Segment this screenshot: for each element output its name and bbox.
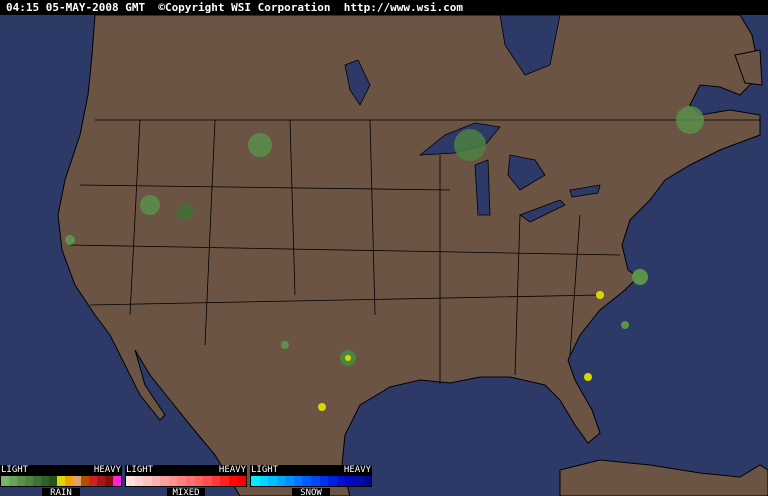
legend-name: RAIN	[42, 488, 80, 496]
legend-swatch	[89, 476, 97, 486]
legend-swatch	[345, 476, 354, 486]
north-america-map	[57, 15, 768, 496]
legend-swatch	[285, 476, 294, 486]
legend-swatch	[168, 476, 178, 486]
legend-swatch	[319, 476, 329, 486]
legend-swatch	[194, 476, 204, 486]
legend-light-label: LIGHT	[251, 465, 279, 475]
legend-mixed: LIGHT HEAVY MIXED	[125, 465, 247, 496]
legend-swatch	[220, 476, 229, 486]
legend-swatch	[41, 476, 49, 486]
legend-name: SNOW	[292, 488, 330, 496]
radar-echoes	[65, 106, 704, 411]
timestamp-copyright-banner: 04:15 05-MAY-2008 GMT ©Copyright WSI Cor…	[0, 0, 768, 15]
legend-swatch	[362, 476, 372, 486]
legend-swatch	[17, 476, 25, 486]
legend-name: MIXED	[167, 488, 205, 496]
newfoundland-island	[734, 49, 763, 86]
legend-swatch	[73, 476, 81, 486]
legend-swatch	[113, 476, 121, 486]
legend-color-bar	[125, 475, 247, 487]
legend-heavy-label: HEAVY	[343, 465, 371, 475]
legend-swatch	[336, 476, 346, 486]
legend-swatch	[97, 476, 105, 486]
legend-swatch	[228, 476, 238, 486]
lake-huron	[507, 154, 546, 191]
legend-color-bar	[0, 475, 122, 487]
legend-swatch	[134, 476, 144, 486]
hudson-bay-arm	[499, 15, 561, 76]
lake-ontario	[569, 184, 601, 198]
legend-swatch	[151, 476, 161, 486]
legend-swatch	[33, 476, 41, 486]
legend-swatch	[143, 476, 152, 486]
cuba-island	[559, 459, 768, 496]
legend-light-label: LIGHT	[1, 465, 29, 475]
legend-swatch	[276, 476, 286, 486]
legend-swatch	[353, 476, 363, 486]
legend-swatch	[328, 476, 337, 486]
legend-swatch	[9, 476, 17, 486]
legend-swatch	[25, 476, 33, 486]
legend-heavy-label: HEAVY	[218, 465, 246, 475]
lake-michigan	[474, 159, 491, 216]
legend-swatch	[186, 476, 195, 486]
legend-swatch	[57, 476, 65, 486]
legend-swatch	[203, 476, 212, 486]
state-borders	[69, 119, 760, 385]
legend-swatch	[211, 476, 221, 486]
legend-color-bar	[250, 475, 372, 487]
legend-swatch	[237, 476, 247, 486]
legend-swatch	[49, 476, 57, 486]
legend-snow: LIGHT HEAVY SNOW	[250, 465, 372, 496]
legend-swatch	[259, 476, 269, 486]
legend-swatch	[65, 476, 73, 486]
legend-swatch	[81, 476, 89, 486]
legend-rain: LIGHT HEAVY RAIN	[0, 465, 122, 496]
legend-swatch	[160, 476, 169, 486]
continent-landmass	[57, 15, 761, 496]
legend-swatch	[105, 476, 113, 486]
legend-swatch	[251, 476, 260, 486]
legend-heavy-label: HEAVY	[93, 465, 121, 475]
legend-swatch	[1, 476, 9, 486]
legend-light-label: LIGHT	[126, 465, 154, 475]
legend-swatch	[177, 476, 187, 486]
legend-swatch	[311, 476, 320, 486]
lake-winnipeg	[344, 59, 371, 106]
lake-erie	[519, 199, 566, 223]
legend-swatch	[268, 476, 277, 486]
legend-swatch	[293, 476, 303, 486]
legend-swatch	[302, 476, 312, 486]
legend-swatch	[126, 476, 135, 486]
